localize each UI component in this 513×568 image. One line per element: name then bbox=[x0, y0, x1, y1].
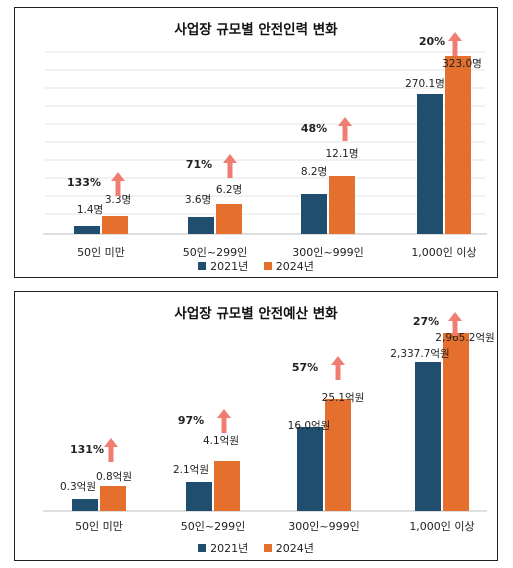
bar-2024-3 bbox=[443, 333, 469, 511]
bar-2024-2 bbox=[325, 399, 351, 511]
data-label-2024: 12.1명 bbox=[325, 148, 358, 160]
data-label-2024: 3.3명 bbox=[105, 194, 131, 206]
bar-2021-0 bbox=[72, 499, 98, 511]
increase-label: 97% bbox=[178, 414, 204, 427]
category-label: 300인~999인 bbox=[292, 246, 363, 259]
bar-2024-0 bbox=[102, 216, 128, 234]
data-label-2021: 1.4명 bbox=[77, 204, 103, 216]
data-label-2021: 2.1억원 bbox=[173, 464, 209, 476]
bar-2024-1 bbox=[216, 204, 242, 234]
increase-arrow-icon bbox=[331, 356, 345, 380]
chart-title: 사업장 규모별 안전예산 변화 bbox=[174, 306, 338, 322]
legend-item-2024: 2024년 bbox=[263, 540, 314, 556]
increase-label: 71% bbox=[186, 158, 212, 171]
bar-2024-2 bbox=[329, 176, 355, 234]
increase-label: 27% bbox=[413, 315, 439, 328]
category-label: 50인 미만 bbox=[75, 520, 123, 533]
legend-label: 2021년 bbox=[210, 542, 249, 555]
chart-title: 사업장 규모별 안전인력 변화 bbox=[174, 22, 338, 38]
bar-2021-3 bbox=[417, 94, 443, 234]
increase-label: 20% bbox=[419, 35, 445, 48]
category-label: 300인~999인 bbox=[288, 520, 359, 533]
bar-2021-1 bbox=[186, 482, 212, 511]
increase-label: 48% bbox=[301, 122, 327, 135]
data-label-2021: 16.0억원 bbox=[288, 420, 331, 432]
data-label-2024: 0.8억원 bbox=[96, 471, 132, 483]
increase-arrow-icon bbox=[217, 409, 231, 433]
increase-label: 131% bbox=[70, 443, 104, 456]
legend-label: 2024년 bbox=[275, 542, 314, 555]
data-label-2024: 323.0명 bbox=[442, 58, 482, 70]
legend-item-2021: 2021년 bbox=[198, 540, 248, 556]
bar-2021-2 bbox=[301, 194, 327, 234]
legend-label: 2021년 bbox=[210, 260, 249, 273]
bar-2024-1 bbox=[214, 461, 240, 511]
data-label-2021: 270.1명 bbox=[405, 78, 445, 90]
chart-legend: 2021년 2024년 bbox=[15, 258, 497, 274]
legend-label: 2024년 bbox=[275, 260, 314, 273]
chart-legend: 2021년 2024년 bbox=[15, 540, 497, 556]
data-label-2021: 2,337.7억원 bbox=[390, 348, 449, 360]
increase-arrow-icon bbox=[111, 172, 125, 196]
bar-2021-1 bbox=[188, 217, 214, 234]
increase-label: 57% bbox=[292, 361, 318, 374]
data-label-2021: 3.6명 bbox=[185, 194, 211, 206]
increase-arrow-icon bbox=[223, 154, 237, 178]
increase-arrow-icon bbox=[448, 32, 462, 56]
data-label-2021: 0.3억원 bbox=[60, 481, 96, 493]
legend-item-2024: 2024년 bbox=[263, 258, 314, 274]
increase-arrow-icon bbox=[448, 312, 462, 336]
category-label: 50인~299인 bbox=[183, 246, 247, 259]
data-label-2024: 25.1억원 bbox=[322, 392, 365, 404]
data-label-2024: 2,965.2억원 bbox=[435, 332, 494, 344]
legend-swatch bbox=[198, 262, 207, 270]
legend-swatch bbox=[263, 262, 272, 270]
bar-2024-3 bbox=[445, 56, 471, 234]
chart-plot: 1.4명3.3명 133% 50인 미만 3.6명 6.2명 71% 50인~299인 8.2… bbox=[43, 32, 487, 259]
bar-2021-2 bbox=[297, 427, 323, 511]
data-label-2024: 6.2명 bbox=[216, 184, 242, 196]
data-label-2021: 8.2명 bbox=[301, 166, 327, 178]
safety-personnel-chart: 사업장 규모별 안전인력 변화 1.4명 3.3명 133% 50인 미만 3.6명 6.… bbox=[14, 7, 498, 278]
category-label: 50인~299인 bbox=[181, 520, 245, 533]
safety-budget-chart: 사업장 규모별 안전예산 변화 0.3억원 0.8억원 131% 50인 미만 2.1억… bbox=[14, 291, 498, 561]
legend-swatch bbox=[263, 544, 272, 552]
category-label: 1,000인 이상 bbox=[411, 246, 476, 259]
bar-2024-0 bbox=[100, 486, 126, 511]
increase-arrow-icon bbox=[338, 117, 352, 141]
legend-swatch bbox=[198, 544, 207, 552]
bar-2021-0 bbox=[74, 226, 100, 234]
data-label-2024: 4.1억원 bbox=[203, 435, 239, 447]
category-label: 1,000인 이상 bbox=[409, 520, 474, 533]
increase-label: 133% bbox=[67, 176, 101, 189]
legend-item-2021: 2021년 bbox=[198, 258, 248, 274]
increase-arrow-icon bbox=[104, 438, 118, 462]
bar-2021-3 bbox=[415, 362, 441, 511]
category-label: 50인 미만 bbox=[77, 246, 125, 259]
